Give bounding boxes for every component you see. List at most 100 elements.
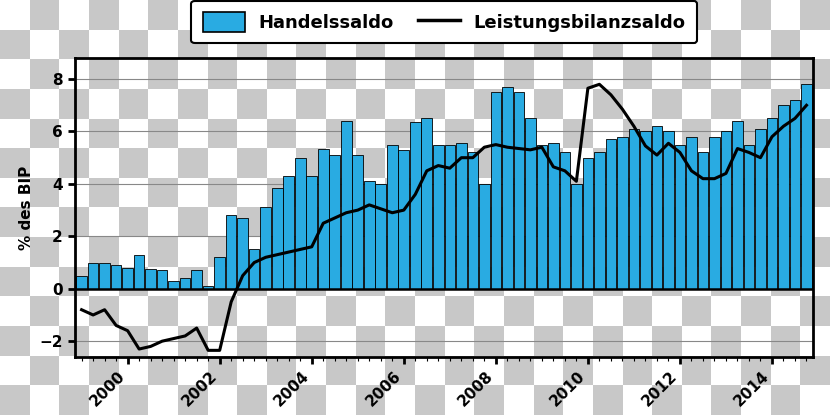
Bar [474, 178, 504, 208]
Bar [283, 176, 294, 289]
Bar [652, 178, 681, 208]
Bar [385, 29, 415, 59]
Bar [504, 0, 534, 29]
Bar [800, 29, 830, 59]
Bar [119, 29, 149, 59]
Bar [564, 119, 593, 148]
Bar [504, 356, 534, 386]
Bar [652, 237, 681, 267]
Bar [387, 144, 398, 289]
Bar [88, 263, 99, 289]
Bar [593, 178, 622, 208]
Bar [800, 267, 830, 296]
Bar [663, 132, 674, 289]
Bar [203, 286, 213, 289]
Bar [504, 267, 534, 296]
Bar [119, 178, 149, 208]
Bar [30, 178, 59, 208]
Bar [534, 89, 564, 119]
Bar [593, 0, 622, 29]
Bar [59, 208, 89, 237]
Bar [266, 267, 296, 296]
Bar [741, 237, 771, 267]
Legend: Handelssaldo, Leistungsbilanzsaldo: Handelssaldo, Leistungsbilanzsaldo [191, 1, 697, 43]
Bar [356, 356, 385, 386]
Bar [564, 296, 593, 326]
Bar [266, 89, 296, 119]
Bar [467, 152, 478, 289]
Bar [178, 178, 208, 208]
Bar [711, 326, 741, 356]
Bar [709, 137, 720, 289]
Bar [330, 155, 340, 289]
Bar [30, 356, 59, 386]
Bar [208, 296, 237, 326]
Bar [456, 143, 466, 289]
Bar [157, 271, 168, 289]
Bar [652, 59, 681, 89]
Bar [0, 59, 30, 89]
Bar [445, 326, 474, 356]
Bar [771, 356, 800, 386]
Bar [474, 29, 504, 59]
Bar [474, 119, 504, 148]
Bar [415, 148, 445, 178]
Bar [779, 105, 788, 289]
Bar [0, 178, 30, 208]
Bar [593, 296, 622, 326]
Bar [385, 208, 415, 237]
Bar [564, 326, 593, 356]
Bar [504, 178, 534, 208]
Bar [681, 148, 711, 178]
Bar [356, 208, 385, 237]
Bar [178, 296, 208, 326]
Bar [741, 0, 771, 29]
Bar [149, 356, 178, 386]
Bar [771, 89, 800, 119]
Bar [504, 148, 534, 178]
Bar [30, 89, 59, 119]
Bar [89, 237, 119, 267]
Bar [711, 178, 741, 208]
Bar [617, 137, 627, 289]
Bar [119, 386, 149, 415]
Bar [266, 178, 296, 208]
Bar [652, 296, 681, 326]
Bar [536, 144, 547, 289]
Bar [385, 356, 415, 386]
Bar [385, 267, 415, 296]
Bar [89, 267, 119, 296]
Bar [0, 119, 30, 148]
Bar [59, 178, 89, 208]
Bar [296, 29, 326, 59]
Bar [681, 237, 711, 267]
Bar [0, 356, 30, 386]
Bar [296, 267, 326, 296]
Bar [720, 132, 731, 289]
Bar [0, 208, 30, 237]
Bar [296, 386, 326, 415]
Bar [564, 89, 593, 119]
Bar [491, 92, 501, 289]
Bar [445, 178, 474, 208]
Bar [593, 237, 622, 267]
Bar [433, 144, 443, 289]
Bar [652, 208, 681, 237]
Bar [208, 356, 237, 386]
Bar [698, 152, 708, 289]
Bar [237, 267, 266, 296]
Bar [89, 208, 119, 237]
Bar [622, 0, 652, 29]
Bar [741, 178, 771, 208]
Bar [474, 326, 504, 356]
Bar [59, 59, 89, 89]
Bar [266, 119, 296, 148]
Bar [178, 208, 208, 237]
Bar [415, 119, 445, 148]
Bar [266, 326, 296, 356]
Bar [30, 0, 59, 29]
Y-axis label: % des BIP: % des BIP [19, 165, 34, 250]
Bar [341, 121, 352, 289]
Bar [296, 356, 326, 386]
Bar [59, 326, 89, 356]
